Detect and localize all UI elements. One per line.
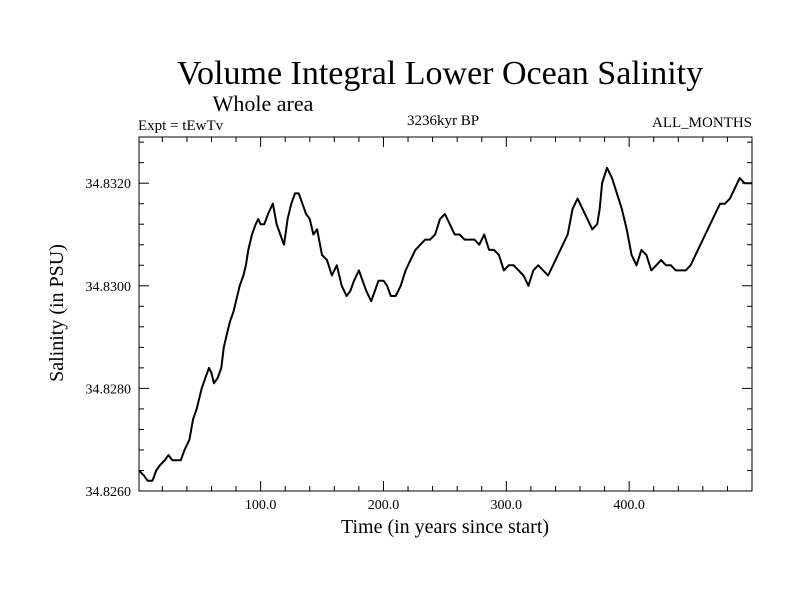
y-tick-label: 34.8320 — [86, 177, 132, 192]
x-tick-label: 300.0 — [491, 498, 523, 513]
axis-ticks — [139, 137, 753, 492]
plot-frame — [138, 136, 753, 492]
x-tick-label: 200.0 — [368, 498, 400, 513]
y-tick-label: 34.8280 — [86, 382, 132, 397]
months-label: ALL_MONTHS — [652, 115, 752, 131]
y-tick-label: 34.8300 — [86, 280, 132, 295]
experiment-label: Expt = tEwTv — [138, 118, 224, 134]
y-tick-labels: 34.8260 34.8280 34.8300 34.8320 — [86, 177, 132, 500]
x-axis-label: Time (in years since start) — [341, 516, 549, 538]
x-tick-label: 400.0 — [613, 498, 645, 513]
period-label: 3236kyr BP — [407, 113, 479, 129]
y-tick-label: 34.8260 — [86, 485, 132, 500]
chart-subtitle: Whole area — [213, 91, 314, 116]
salinity-series-line — [138, 166, 752, 482]
y-axis-label: Salinity (in PSU) — [46, 244, 68, 382]
x-tick-label: 100.0 — [245, 498, 277, 513]
x-tick-labels: 100.0 200.0 300.0 400.0 — [245, 498, 645, 513]
chart-title: Volume Integral Lower Ocean Salinity — [177, 55, 703, 92]
